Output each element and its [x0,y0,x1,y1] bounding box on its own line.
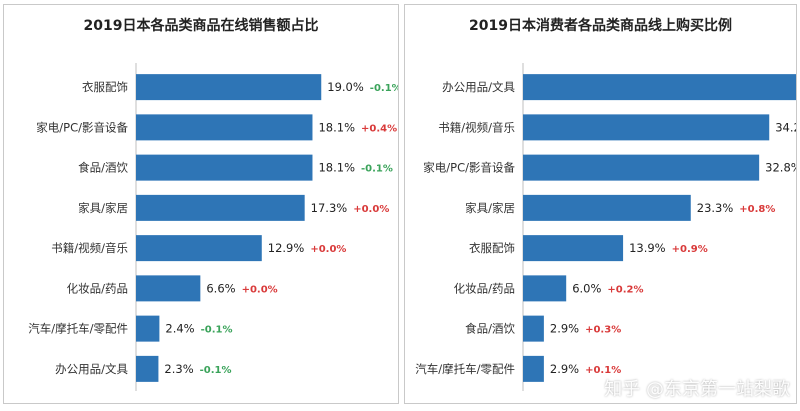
value-label: 17.3% [311,201,348,215]
value-label: 23.3% [697,201,734,215]
bar-chart-online-sales-share: 衣服配饰 19.0% -0.1% 家电/PC/影音设备 18.1% +0.4% 食品/酒饮 1… [28,63,398,391]
bar [523,114,770,141]
bar [523,194,691,221]
bar [136,355,159,382]
change-label: -0.1% [361,164,393,175]
value-label: 18.1% [318,161,355,175]
change-label: -0.1% [370,83,398,94]
bar [136,275,201,302]
bar [136,114,313,141]
chart-title: 2019日本各品类商品在线销售额占比 [83,18,319,34]
bar [136,74,322,101]
category-label: 食品/酒饮 [465,322,515,336]
category-label: 汽车/摩托车/零配件 [415,362,515,376]
value-label: 13.9% [629,241,666,255]
change-label: +0.0% [310,244,346,255]
value-label: 18.1% [318,120,355,134]
change-label: +0.4% [361,123,397,134]
bar [523,154,760,181]
category-label: 家具/家居 [78,201,128,215]
change-label: +0.8% [739,204,775,215]
category-label: 汽车/摩托车/零配件 [28,322,128,336]
category-label: 书籍/视频/音乐 [51,241,128,255]
value-label: 2.4% [165,322,194,336]
value-label: 2.3% [164,362,193,376]
bar [523,235,624,262]
category-label: 家具/家居 [465,201,515,215]
value-label: 2.9% [550,322,579,336]
chart-panel-online-purchase-ratio: 2019日本消费者各品类商品线上购买比例 办公用品/文具41.8%+1.0%书籍… [404,4,797,404]
bar [523,275,567,302]
category-label: 化妆品/药品 [67,281,128,295]
category-label: 办公用品/文具 [55,362,128,376]
bar [523,355,544,382]
category-label: 食品/酒饮 [78,161,128,175]
value-label: 6.6% [206,281,235,295]
bar [136,315,160,342]
watermark-text: 知乎 @东京第一站梨歌 [604,379,790,400]
bar-chart-online-purchase-ratio: 办公用品/文具41.8%+1.0%书籍/视频/音乐34.2%+3.4%家电/PC… [415,63,796,391]
value-label: 32.8% [765,161,796,175]
change-label: +0.0% [353,204,389,215]
category-label: 书籍/视频/音乐 [438,120,515,134]
category-label: 衣服配饰 [82,80,128,94]
change-label: -0.1% [200,365,232,376]
chart-panel-online-sales-share: 2019日本各品类商品在线销售额占比 衣服配饰 19.0% -0.1% 家电/PC/影… [3,4,399,404]
category-label: 家电/PC/影音设备 [36,120,128,134]
bar [136,235,262,262]
chart-title: 2019日本消费者各品类商品线上购买比例 [469,18,732,34]
category-label: 衣服配饰 [469,241,515,255]
value-label: 34.2% [775,120,796,134]
value-label: 12.9% [268,241,305,255]
category-label: 办公用品/文具 [442,80,515,94]
category-label: 化妆品/药品 [454,281,515,295]
change-label: +0.3% [585,325,621,336]
change-label: +0.2% [607,284,643,295]
change-label: +0.9% [672,244,708,255]
value-label: 2.9% [550,362,579,376]
category-label: 家电/PC/影音设备 [423,161,515,175]
value-label: 19.0% [327,80,364,94]
bar [523,74,796,101]
change-label: +0.1% [585,365,621,376]
bar [136,154,313,181]
change-label: +0.0% [242,284,278,295]
value-label: 6.0% [572,281,601,295]
bar [523,315,544,342]
change-label: -0.1% [201,325,233,336]
bar [136,194,305,221]
